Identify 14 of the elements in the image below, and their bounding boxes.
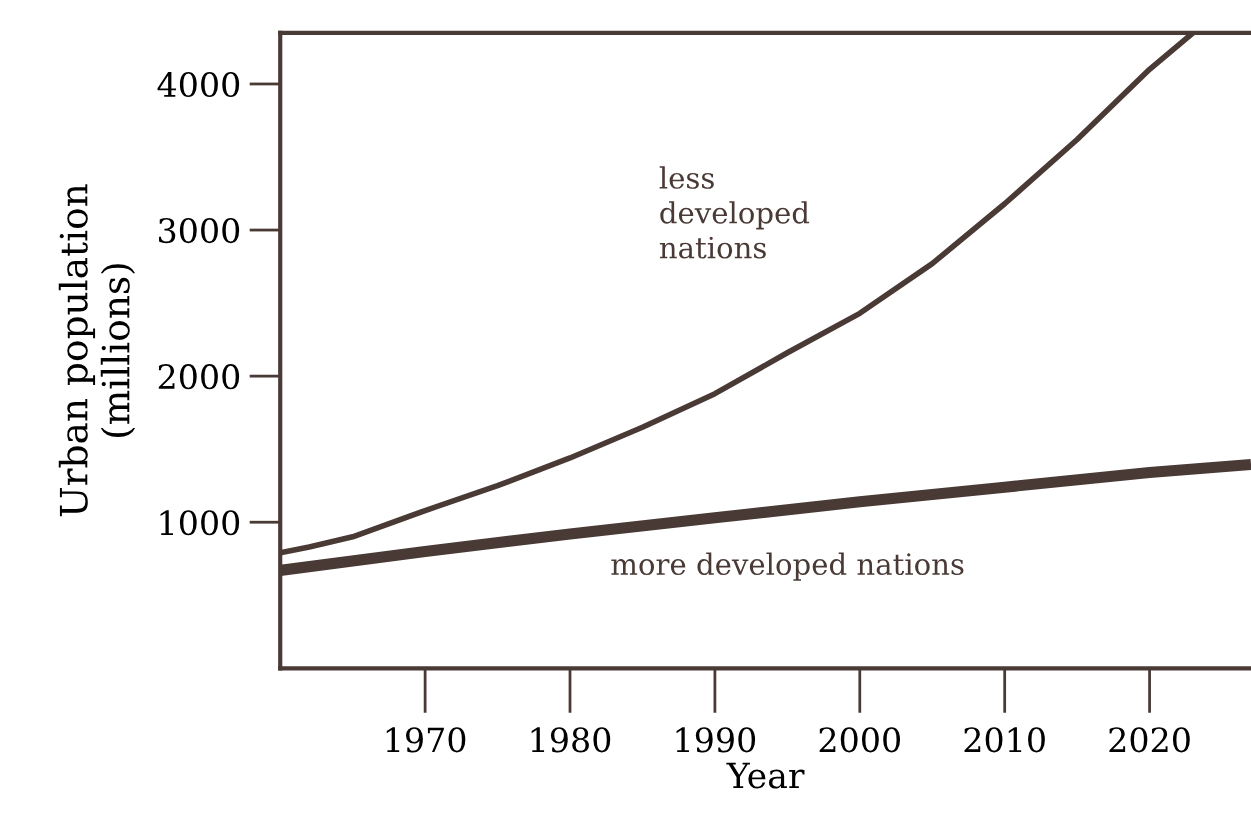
series-label: more developed nations bbox=[611, 552, 964, 581]
y-axis-title: Urban population (millions) bbox=[58, 184, 136, 517]
x-axis-title: Year bbox=[726, 762, 805, 789]
x-tick-label: 1980 bbox=[531, 727, 611, 753]
x-tick-label: 2020 bbox=[1109, 727, 1190, 753]
y-tick-label: 2000 bbox=[158, 364, 240, 390]
x-tick-label: 1990 bbox=[676, 727, 756, 753]
x-tick-label: 1970 bbox=[386, 727, 466, 753]
y-tick-label: 4000 bbox=[157, 71, 240, 98]
text: less developed nations bbox=[659, 166, 810, 259]
y-tick-label: 3000 bbox=[159, 217, 240, 244]
x-tick-label: 2010 bbox=[964, 727, 1045, 753]
x-tick-label: 2000 bbox=[819, 727, 900, 753]
y-tick-label: 1000 bbox=[160, 510, 240, 536]
